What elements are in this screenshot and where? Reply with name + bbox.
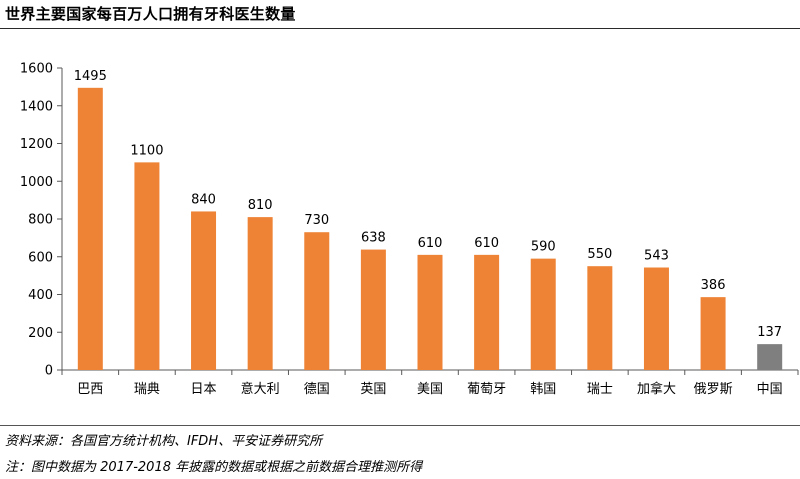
bar-value-label: 810 — [248, 198, 273, 213]
y-axis: 0 200 400 600 800 1000 1200 1400 1600 — [20, 62, 63, 379]
x-tick-label: 巴西 — [77, 382, 103, 397]
bar — [700, 297, 726, 370]
bar-value-label: 730 — [304, 213, 329, 228]
x-axis — [61, 369, 799, 375]
bar — [757, 344, 783, 370]
y-tick-label: 400 — [28, 288, 53, 303]
bar-value-label: 1100 — [130, 143, 163, 158]
bar — [304, 232, 330, 370]
x-tick-label: 美国 — [417, 382, 443, 397]
source-note: 资料来源：各国官方统计机构、IFDH、平安证券研究所 — [5, 434, 323, 449]
x-tick-label: 瑞典 — [134, 382, 160, 397]
bar-value-label: 543 — [644, 249, 669, 264]
x-tick-label: 加拿大 — [637, 381, 676, 397]
category-labels: 巴西 瑞典 日本 意大利 德国 英国 美国 葡萄牙 韩国 瑞士 加拿大 俄罗斯 中国 — [77, 381, 782, 397]
bar — [474, 254, 500, 370]
bar — [530, 258, 556, 370]
bar-value-label: 137 — [757, 325, 782, 340]
y-tick-label: 600 — [28, 250, 53, 265]
bar — [360, 249, 386, 370]
bar — [247, 217, 273, 370]
bar-value-label: 550 — [587, 247, 612, 262]
y-tick-label: 200 — [28, 326, 53, 341]
bar-value-label: 590 — [531, 240, 556, 255]
title-divider — [0, 28, 800, 29]
y-tick-label: 1200 — [20, 137, 53, 152]
y-tick-label: 800 — [28, 213, 53, 228]
y-tick-label: 1000 — [20, 175, 53, 190]
bar — [417, 254, 443, 370]
bar — [191, 211, 217, 370]
x-tick-label: 韩国 — [530, 382, 556, 397]
bar-value-label: 1495 — [74, 69, 107, 84]
x-tick-label: 意大利 — [241, 381, 280, 397]
bar-value-label: 610 — [474, 236, 499, 251]
bars — [77, 87, 783, 370]
bar-value-label: 840 — [191, 192, 216, 207]
bar — [134, 162, 160, 370]
bar — [643, 267, 669, 370]
value-labels: 1495 1100 840 810 730 638 610 610 590 550 543 386 13… — [74, 69, 782, 340]
bar-value-label: 610 — [418, 236, 443, 251]
x-tick-label: 瑞士 — [587, 382, 613, 397]
x-tick-label: 葡萄牙 — [467, 382, 506, 397]
x-tick-label: 德国 — [304, 382, 330, 397]
bar-value-label: 386 — [701, 278, 726, 293]
chart-title: 世界主要国家每百万人口拥有牙科医生数量 — [5, 5, 296, 23]
bar-value-label: 638 — [361, 231, 386, 246]
bar — [587, 266, 613, 370]
bar-chart: 0 200 400 600 800 1000 1200 1400 1600 1495 1100 84… — [20, 62, 799, 397]
footer-divider — [0, 425, 800, 426]
x-tick-label: 中国 — [757, 382, 783, 397]
bar — [77, 87, 103, 370]
x-tick-label: 俄罗斯 — [694, 382, 733, 397]
footnote: 注：图中数据为 2017-2018 年披露的数据或根据之前数据合理推测所得 — [5, 460, 423, 475]
y-tick-label: 1600 — [20, 62, 53, 77]
x-tick-label: 英国 — [360, 382, 386, 397]
y-tick-label: 1400 — [20, 99, 53, 114]
y-tick-label: 0 — [45, 364, 53, 379]
x-tick-label: 日本 — [191, 382, 217, 397]
